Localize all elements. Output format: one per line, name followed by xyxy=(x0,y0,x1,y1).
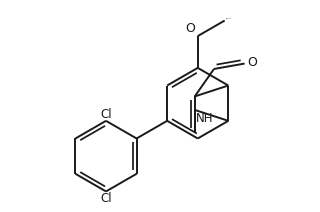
Text: O: O xyxy=(247,56,257,69)
Text: O: O xyxy=(186,22,196,35)
Text: methoxy: methoxy xyxy=(226,18,232,20)
Text: Cl: Cl xyxy=(100,192,112,205)
Text: NH: NH xyxy=(196,112,213,125)
Text: Cl: Cl xyxy=(100,108,112,121)
